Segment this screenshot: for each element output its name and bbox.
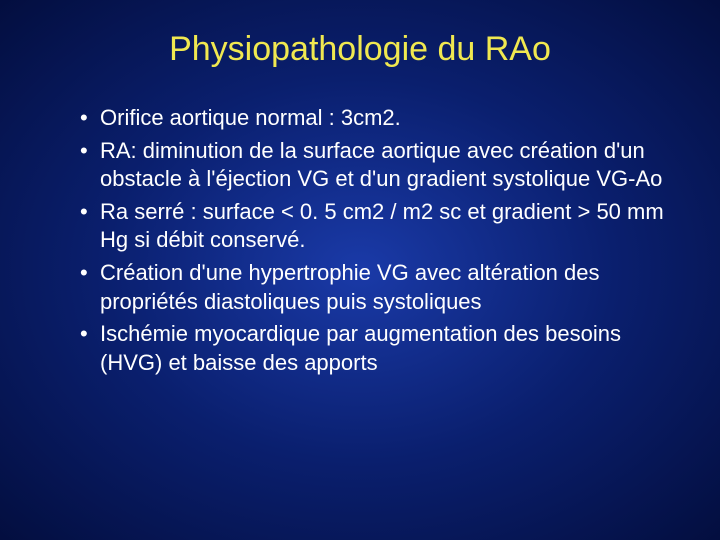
bullet-item: Création d'une hypertrophie VG avec alté… [80,259,670,316]
bullet-list: Orifice aortique normal : 3cm2. RA: dimi… [50,104,670,377]
bullet-item: Ra serré : surface < 0. 5 cm2 / m2 sc et… [80,198,670,255]
bullet-item: Orifice aortique normal : 3cm2. [80,104,670,133]
slide-title: Physiopathologie du RAo [50,30,670,69]
bullet-item: RA: diminution de la surface aortique av… [80,137,670,194]
bullet-item: Ischémie myocardique par augmentation de… [80,320,670,377]
slide-container: Physiopathologie du RAo Orifice aortique… [0,0,720,540]
